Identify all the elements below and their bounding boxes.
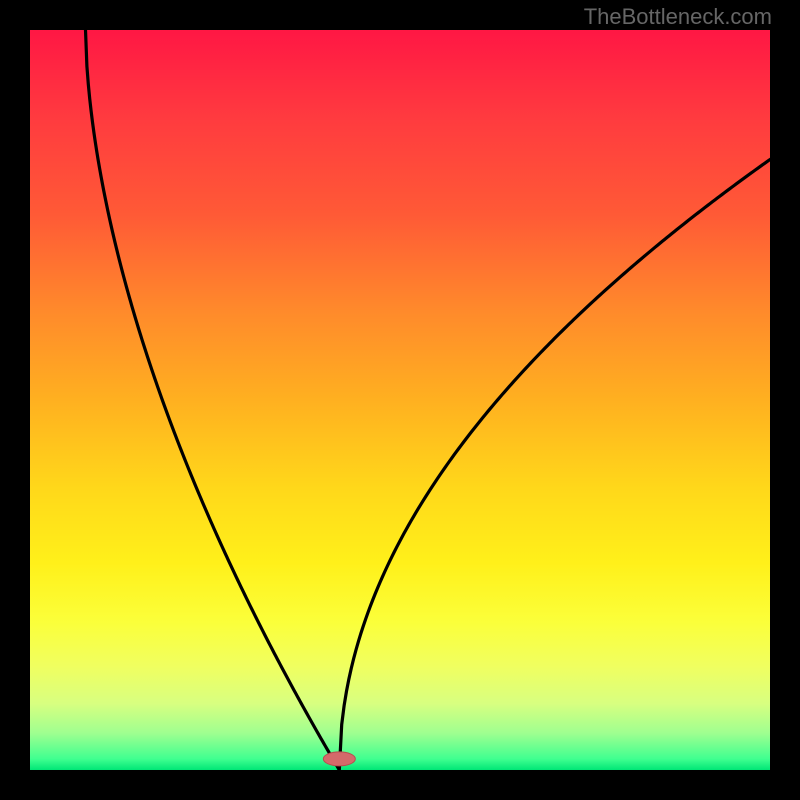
watermark-text: TheBottleneck.com	[584, 4, 772, 30]
optimal-point-marker	[323, 752, 355, 766]
bottleneck-chart	[0, 0, 800, 800]
chart-stage: TheBottleneck.com	[0, 0, 800, 800]
plot-background	[30, 30, 770, 770]
